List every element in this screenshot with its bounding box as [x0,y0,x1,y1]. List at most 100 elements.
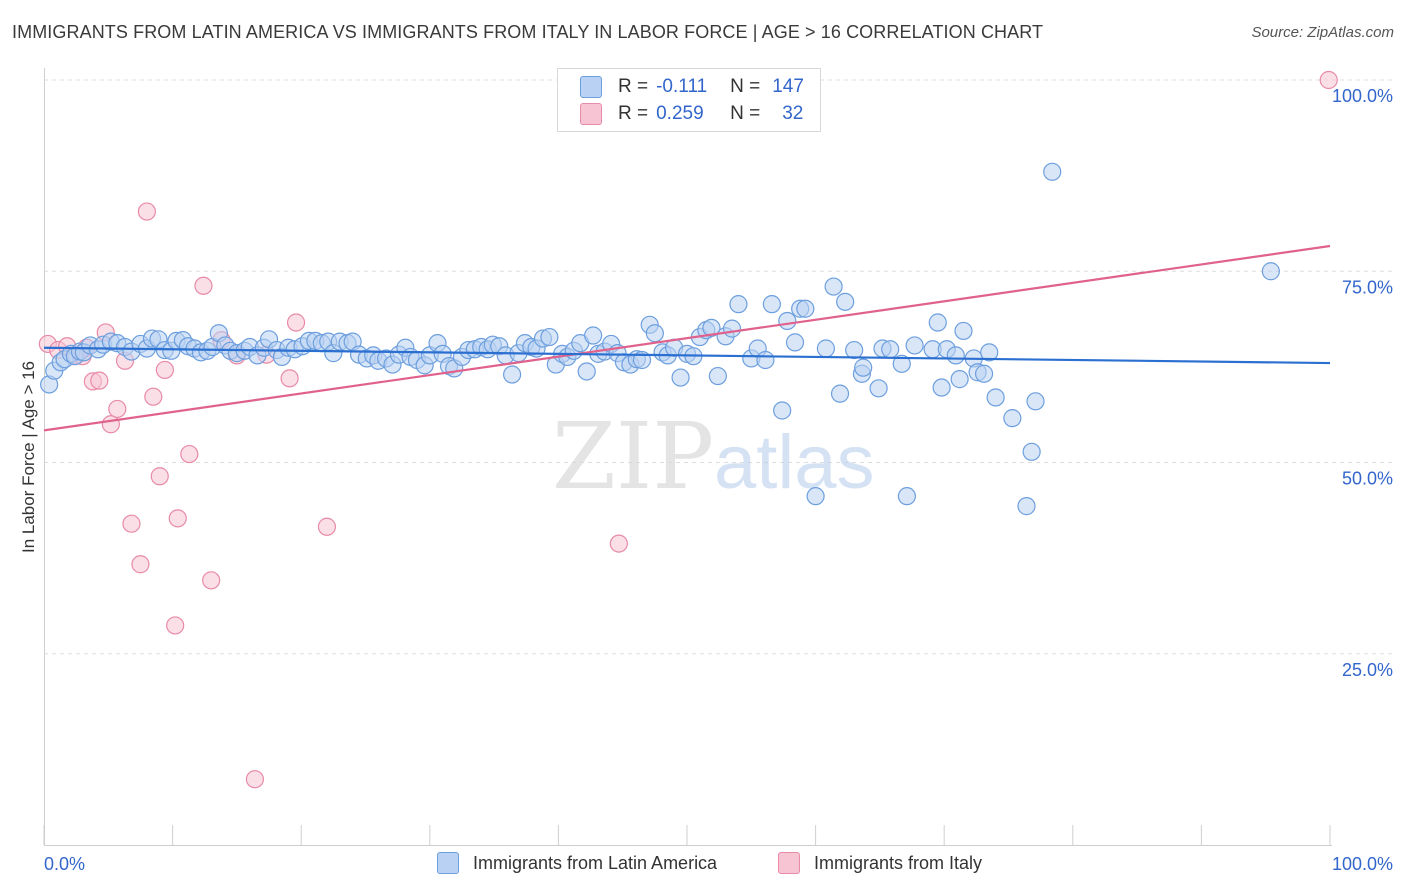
grid-lines [44,79,1395,655]
x-tick-label-min: 0.0% [44,854,85,874]
data-point-latin-america [756,350,775,370]
watermark: ZIP atlas [552,403,875,510]
data-point-italy [280,369,299,388]
data-point-latin-america [708,366,727,386]
data-point-italy [137,202,156,221]
data-point-italy [168,509,187,528]
bottom-legend-item-italy: Immigrants from Italy [778,852,982,874]
data-point-latin-america [928,313,947,332]
data-point-latin-america [954,321,973,341]
watermark-zip: ZIP [552,403,714,510]
data-point-italy [202,571,221,590]
data-point-latin-america [897,487,917,506]
data-point-latin-america [806,487,825,506]
data-point-italy [150,467,169,486]
bottom-legend-label: Immigrants from Italy [814,852,983,873]
data-point-latin-america [540,327,559,347]
data-point-latin-america [702,318,721,337]
n-label: N = [730,76,761,97]
data-point-italy [166,616,185,635]
data-point-latin-america [584,326,603,345]
n-value: 32 [782,103,804,124]
data-point-italy [245,770,265,789]
data-point-italy [194,276,213,295]
data-point-latin-america [671,368,690,387]
r-value: 0.259 [656,103,704,124]
y-tick-label: 25.0% [1342,660,1393,680]
data-point-italy [144,387,163,406]
data-point-latin-america [881,340,900,359]
data-point-italy [180,444,199,464]
data-point-latin-america [824,277,843,296]
data-point-latin-america [785,333,805,352]
data-point-latin-america [1043,162,1062,181]
legend-swatch-pink [580,103,602,125]
data-point-latin-america [722,319,742,338]
data-point-latin-america [845,340,864,360]
data-point-italy [155,360,174,380]
data-point-latin-america [932,378,951,397]
data-point-latin-america [869,379,888,398]
data-point-latin-america [836,292,855,311]
watermark-atlas: atlas [714,420,875,505]
r-value: -0.111 [656,76,708,97]
data-point-latin-america [980,343,999,362]
data-point-italy [286,313,306,332]
source-label: Source: ZipAtlas.com [1251,24,1394,41]
data-point-latin-america [778,311,797,331]
data-point-latin-america [854,358,873,377]
y-tick-label: 50.0% [1342,469,1393,489]
data-point-italy [101,415,120,434]
data-point-latin-america [762,295,781,314]
data-point-latin-america [816,339,835,358]
data-point-latin-america [1022,442,1041,461]
stats-legend-row-latin-america: R = -0.111 N = 147 [580,74,804,100]
data-point-latin-america [503,365,522,384]
legend-swatch-blue [580,76,602,98]
data-point-latin-america [905,336,924,355]
data-point-italy [90,371,109,390]
data-point-latin-america [729,295,748,314]
bottom-legend-swatch-blue [437,852,459,874]
chart-title: IMMIGRANTS FROM LATIN AMERICA VS IMMIGRA… [12,22,1044,42]
n-label: N = [730,103,761,124]
x-axis-ticks [43,825,1331,845]
trend-lines [43,244,1331,432]
stats-legend-row-italy: R = 0.259 N = 32 [580,101,803,127]
data-point-latin-america [950,370,969,389]
data-point-latin-america [986,388,1005,407]
stats-legend: R = -0.111 N = 147 R = 0.259 N = 32 [557,68,821,132]
bottom-legend-label: Immigrants from Latin America [473,852,718,873]
data-point-latin-america [796,299,815,318]
data-point-italy [609,534,628,553]
data-point-italy [131,555,150,574]
x-tick-label-max: 100.0% [1332,854,1393,874]
y-tick-label: 75.0% [1342,277,1393,297]
data-point-latin-america [1003,409,1022,428]
data-point-latin-america [974,364,994,383]
data-point-italy [108,399,127,419]
y-axis-tick-labels: 25.0% 50.0% 75.0% 100.0% [1332,86,1393,680]
data-point-latin-america [830,384,850,403]
data-point-latin-america [645,324,664,343]
data-point-italy [122,514,141,533]
data-point-latin-america [892,354,911,373]
n-value: 147 [772,76,804,97]
data-point-latin-america [1017,497,1036,516]
data-point-latin-america [773,401,792,420]
data-point-italy [1319,70,1338,90]
r-label: R = [618,103,649,124]
r-label: R = [618,76,649,97]
y-axis-title: In Labor Force | Age > 16 [19,361,38,553]
axes [44,68,1332,846]
bottom-legend-item-latin-america: Immigrants from Latin America [437,852,717,874]
data-point-latin-america [946,346,965,365]
y-tick-label: 100.0% [1332,86,1393,106]
data-point-latin-america [577,362,596,381]
trend-line-latin-america [43,346,1331,365]
trend-line-italy [43,244,1331,432]
data-point-italy [317,517,337,536]
bottom-legend-swatch-pink [778,852,800,874]
data-point-latin-america [1261,262,1280,281]
